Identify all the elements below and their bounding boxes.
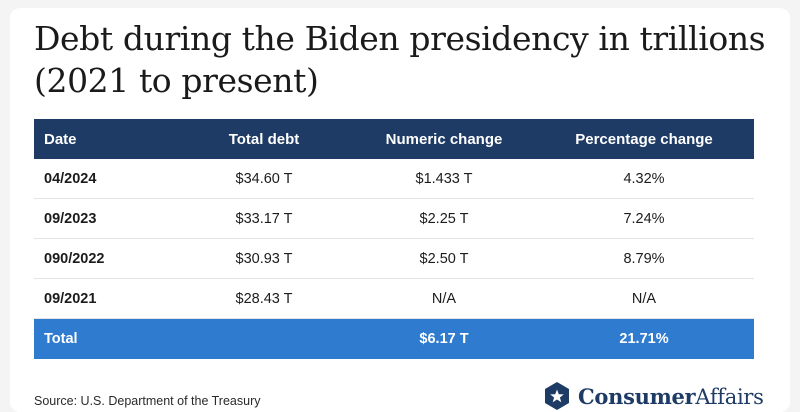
table-total-row: Total $6.17 T 21.71% xyxy=(34,319,754,359)
cell-numeric-change: $2.25 T xyxy=(419,210,469,227)
cell-total-debt: $28.43 T xyxy=(235,290,293,307)
table-row: 04/2024 $34.60 T $1.433 T 4.32% xyxy=(34,159,754,199)
cell-numeric-change: $1.433 T xyxy=(415,170,473,187)
cell-percentage-change: N/A xyxy=(631,290,657,307)
chart-card: Debt during the Biden presidency in tril… xyxy=(10,8,790,412)
table-row: 09/2023 $33.17 T $2.25 T 7.24% xyxy=(34,199,754,239)
star-hexagon-icon xyxy=(545,382,569,410)
brand-name-bold: Consumer xyxy=(578,383,696,409)
table-header-row: Date Total debt Numeric change Percentag… xyxy=(34,119,754,159)
brand-wordmark: ConsumerAffairs xyxy=(578,384,764,409)
chart-title: Debt during the Biden presidency in tril… xyxy=(34,19,766,100)
debt-table: Date Total debt Numeric change Percentag… xyxy=(34,119,754,359)
cell-percentage-change: 8.79% xyxy=(623,250,665,267)
cell-date: 04/2024 xyxy=(44,170,97,187)
cell-numeric-change: N/A xyxy=(431,290,457,307)
brand-name-regular: Affairs xyxy=(695,384,764,409)
cell-percentage-change: 7.24% xyxy=(623,210,665,227)
cell-date: 09/2023 xyxy=(44,210,97,227)
header-cell-numeric-change: Numeric change xyxy=(385,130,503,148)
cell-total-debt: $30.93 T xyxy=(235,250,293,267)
brand-logo: ConsumerAffairs xyxy=(542,380,764,412)
cell-date: 090/2022 xyxy=(44,250,105,267)
cell-date: 09/2021 xyxy=(44,290,97,307)
header-cell-total-debt: Total debt xyxy=(228,130,300,148)
cell-total-debt: $33.17 T xyxy=(235,210,293,227)
header-cell-date: Date xyxy=(44,130,77,148)
header-cell-percentage-change: Percentage change xyxy=(575,130,713,148)
total-percentage-change: 21.71% xyxy=(619,331,669,347)
source-note: Source: U.S. Department of the Treasury xyxy=(34,394,261,408)
table-row: 090/2022 $30.93 T $2.50 T 8.79% xyxy=(34,239,754,279)
table-row: 09/2021 $28.43 T N/A N/A xyxy=(34,279,754,319)
cell-total-debt: $34.60 T xyxy=(235,170,293,187)
cell-numeric-change: $2.50 T xyxy=(419,250,469,267)
cell-percentage-change: 4.32% xyxy=(623,170,665,187)
total-numeric-change: $6.17 T xyxy=(419,331,469,347)
total-label: Total xyxy=(44,331,78,347)
